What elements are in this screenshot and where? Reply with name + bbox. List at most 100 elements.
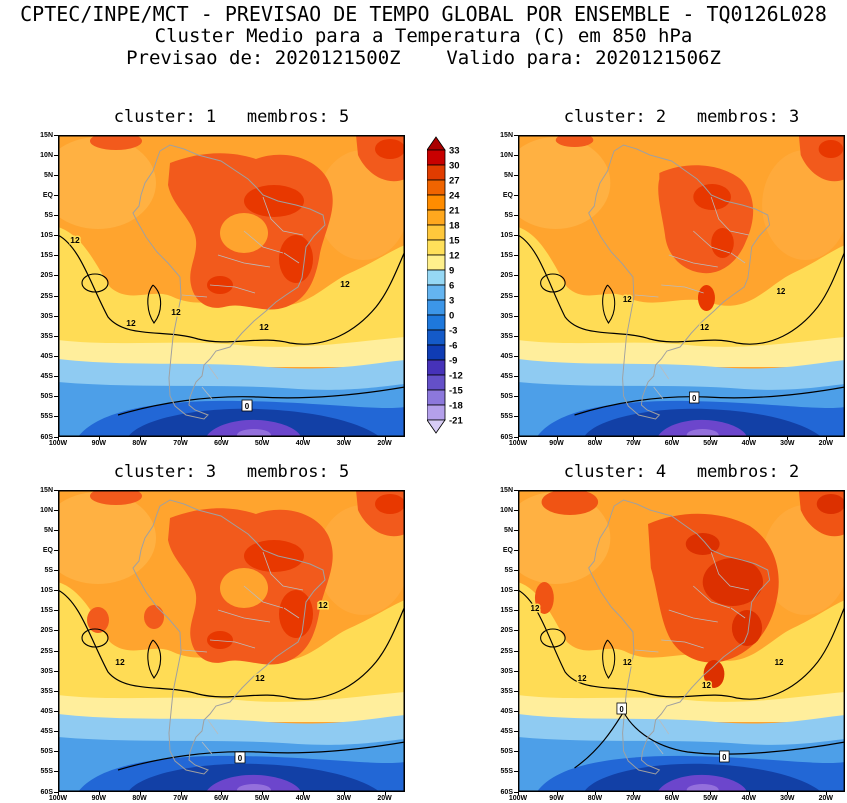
panel-title-cluster-1: cluster: 1 membros: 5 — [113, 107, 350, 127]
lat-tick-label: 20S — [21, 272, 58, 280]
lat-tick-label: 60S — [21, 789, 58, 797]
svg-text:12: 12 — [340, 279, 350, 289]
map-cluster-3: 12 12 12 0 — [58, 490, 405, 792]
lat-tick-label: 10N — [481, 507, 518, 515]
lat-tick-label: 45S — [21, 728, 58, 736]
svg-text:12: 12 — [623, 295, 632, 304]
lon-tick-label: 30W — [772, 792, 802, 803]
lon-tick-label: 40W — [288, 437, 318, 448]
colorbar-band — [426, 224, 446, 241]
lat-tick-label: 5N — [481, 172, 518, 180]
colorbar-band — [426, 179, 446, 196]
svg-text:12: 12 — [775, 658, 784, 667]
lat-tick-label: 10N — [21, 152, 58, 160]
colorbar-level-label: 3 — [449, 296, 454, 307]
lat-tick-label: 35S — [481, 688, 518, 696]
colorbar-band — [426, 389, 446, 406]
svg-text:12: 12 — [70, 235, 80, 245]
lon-tick-label: 90W — [542, 792, 572, 803]
lat-tick-label: 20S — [481, 627, 518, 635]
lat-tick-label: 5S — [21, 567, 58, 575]
svg-text:12: 12 — [318, 600, 328, 610]
colorbar-level-label: 27 — [449, 176, 460, 187]
lat-tick-label: 25S — [481, 293, 518, 301]
lat-tick-label: 10S — [21, 587, 58, 595]
lat-tick-label: 50S — [21, 748, 58, 756]
lon-tick-label: 80W — [125, 437, 155, 448]
lat-tick-label: 5N — [21, 527, 58, 535]
lon-tick-label: 90W — [542, 437, 572, 448]
colorbar-band — [426, 164, 446, 181]
lat-tick-label: 55S — [481, 768, 518, 776]
map-cluster-2: 12 12 12 0 — [518, 135, 845, 437]
lat-tick-label: 30S — [481, 313, 518, 321]
lat-tick-label: EQ — [21, 192, 58, 200]
lat-tick-label: 50S — [21, 393, 58, 401]
lat-tick-label: 40S — [21, 353, 58, 361]
lat-tick-label: 50S — [481, 393, 518, 401]
panel-title-cluster-3: cluster: 3 membros: 5 — [113, 462, 350, 482]
colorbar-level-label: 24 — [449, 191, 460, 202]
lon-tick-label: 40W — [288, 792, 318, 803]
lat-tick-label: 35S — [481, 333, 518, 341]
lat-tick-label: 25S — [21, 648, 58, 656]
svg-text:0: 0 — [238, 754, 243, 763]
lat-tick-label: 10N — [21, 507, 58, 515]
lat-tick-label: 10S — [481, 587, 518, 595]
lat-tick-label: 45S — [21, 373, 58, 381]
lat-tick-label: 15S — [481, 252, 518, 260]
lon-tick-label: 40W — [734, 437, 764, 448]
lat-tick-label: 25S — [21, 293, 58, 301]
lat-tick-label: 35S — [21, 688, 58, 696]
colorbar-level-label: 0 — [449, 311, 454, 322]
colorbar-level-label: -3 — [449, 326, 457, 337]
svg-text:12: 12 — [623, 658, 632, 667]
lon-tick-label: 50W — [695, 792, 725, 803]
forecast-valid-line: Previsao de: 2020121500Z Valido para: 20… — [126, 47, 721, 69]
svg-text:12: 12 — [255, 673, 265, 683]
lon-tick-label: 50W — [247, 437, 277, 448]
lon-tick-label: 70W — [618, 437, 648, 448]
lat-tick-label: 15S — [21, 252, 58, 260]
lat-tick-label: 5N — [481, 527, 518, 535]
lat-tick-label: 25S — [481, 648, 518, 656]
lat-tick-label: 15N — [481, 132, 518, 140]
lon-tick-label: 70W — [166, 437, 196, 448]
lon-tick-label: 30W — [772, 437, 802, 448]
colorbar-level-label: 6 — [449, 281, 454, 292]
lon-tick-label: 80W — [125, 792, 155, 803]
lon-tick-label: 80W — [580, 792, 610, 803]
colorbar-level-label: -18 — [449, 401, 463, 412]
lat-tick-label: 10S — [21, 232, 58, 240]
colorbar-triangle-bottom — [426, 419, 446, 434]
colorbar-band — [426, 254, 446, 271]
lon-tick-label: 80W — [580, 437, 610, 448]
colorbar-level-label: 18 — [449, 221, 460, 232]
colorbar-level-label: 12 — [449, 251, 460, 262]
svg-text:12: 12 — [776, 287, 785, 296]
colorbar-band — [426, 149, 446, 166]
lat-tick-label: 20S — [481, 272, 518, 280]
lon-tick-label: 60W — [206, 792, 236, 803]
lat-tick-label: 15S — [481, 607, 518, 615]
colorbar-band — [426, 314, 446, 331]
svg-text:12: 12 — [171, 307, 181, 317]
colorbar-level-label: -9 — [449, 356, 457, 367]
colorbar-band — [426, 284, 446, 301]
lat-tick-label: 45S — [481, 728, 518, 736]
lat-tick-label: 40S — [481, 353, 518, 361]
lat-tick-label: 55S — [481, 413, 518, 421]
main-title: CPTEC/INPE/MCT - PREVISAO DE TEMPO GLOBA… — [20, 2, 827, 26]
colorbar-level-label: 15 — [449, 236, 460, 247]
lat-tick-label: 60S — [21, 434, 58, 442]
colorbar-band — [426, 359, 446, 376]
lon-tick-label: 60W — [657, 437, 687, 448]
lon-tick-label: 90W — [84, 437, 114, 448]
colorbar-band — [426, 194, 446, 211]
colorbar-level-label: -12 — [449, 371, 463, 382]
lat-tick-label: 45S — [481, 373, 518, 381]
colorbar-level-label: 30 — [449, 161, 460, 172]
map-cluster-1: 12 12 12 12 12 0 — [58, 135, 405, 437]
